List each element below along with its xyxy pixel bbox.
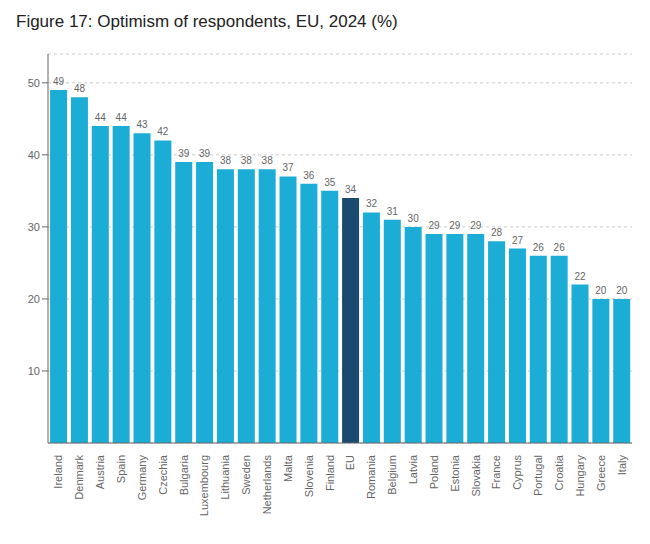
- svg-text:20: 20: [616, 285, 628, 296]
- svg-text:44: 44: [116, 112, 128, 123]
- svg-text:28: 28: [491, 227, 503, 238]
- svg-text:Austria: Austria: [94, 454, 106, 489]
- svg-text:Czechia: Czechia: [157, 454, 169, 495]
- svg-text:22: 22: [574, 271, 586, 282]
- svg-text:Bulgaria: Bulgaria: [178, 454, 190, 495]
- svg-text:32: 32: [366, 198, 378, 209]
- svg-text:Greece: Greece: [595, 455, 607, 491]
- svg-text:Denmark: Denmark: [73, 455, 85, 500]
- svg-text:34: 34: [345, 184, 357, 195]
- html-text:Figure 17: Optimism of respond: Figure 17: Optimism of respondents, EU, …: [16, 12, 398, 31]
- svg-text:20: 20: [28, 293, 40, 305]
- svg-text:38: 38: [241, 155, 253, 166]
- svg-text:10: 10: [28, 365, 40, 377]
- svg-text:29: 29: [449, 220, 461, 231]
- svg-text:Belgium: Belgium: [386, 455, 398, 495]
- svg-text:49: 49: [53, 76, 65, 87]
- svg-text:France: France: [490, 455, 502, 489]
- svg-text:37: 37: [282, 162, 294, 173]
- svg-text:43: 43: [136, 119, 148, 130]
- svg-text:Slovenia: Slovenia: [303, 454, 315, 497]
- svg-text:42: 42: [157, 126, 169, 137]
- svg-text:48: 48: [74, 83, 86, 94]
- svg-text:Romania: Romania: [365, 454, 377, 499]
- svg-text:Latvia: Latvia: [407, 454, 419, 484]
- svg-text:35: 35: [324, 177, 336, 188]
- svg-text:30: 30: [408, 213, 420, 224]
- svg-text:26: 26: [533, 242, 545, 253]
- svg-text:29: 29: [470, 220, 482, 231]
- svg-text:39: 39: [199, 148, 211, 159]
- svg-text:50: 50: [28, 77, 40, 89]
- svg-text:Poland: Poland: [428, 455, 440, 489]
- svg-text:Lithuania: Lithuania: [219, 454, 231, 500]
- svg-text:EU: EU: [344, 455, 356, 470]
- svg-text:30: 30: [28, 221, 40, 233]
- svg-text:Portugal: Portugal: [532, 455, 544, 496]
- svg-text:31: 31: [387, 206, 399, 217]
- svg-text:Germany: Germany: [136, 455, 148, 501]
- svg-text:Luxembourg: Luxembourg: [198, 455, 210, 516]
- svg-text:Italy: Italy: [616, 455, 628, 476]
- svg-text:Hungary: Hungary: [574, 455, 586, 497]
- svg-text:26: 26: [554, 242, 566, 253]
- svg-text:Ireland: Ireland: [52, 455, 64, 489]
- svg-text:40: 40: [28, 149, 40, 161]
- svg-text:44: 44: [95, 112, 107, 123]
- svg-text:38: 38: [220, 155, 232, 166]
- svg-text:20: 20: [595, 285, 607, 296]
- svg-text:Sweden: Sweden: [240, 455, 252, 495]
- svg-text:Cyprus: Cyprus: [511, 455, 523, 490]
- svg-text:Estonia: Estonia: [449, 454, 461, 492]
- svg-text:Netherlands: Netherlands: [261, 455, 273, 515]
- svg-text:Spain: Spain: [115, 455, 127, 483]
- svg-text:Croatia: Croatia: [553, 454, 565, 490]
- svg-text:29: 29: [428, 220, 440, 231]
- svg-text:39: 39: [178, 148, 190, 159]
- svg-text:38: 38: [262, 155, 274, 166]
- svg-text:27: 27: [512, 235, 524, 246]
- svg-text:Finland: Finland: [324, 455, 336, 491]
- svg-text:Slovakia: Slovakia: [470, 454, 482, 496]
- svg-text:Malta: Malta: [282, 454, 294, 482]
- svg-text:36: 36: [303, 170, 315, 181]
